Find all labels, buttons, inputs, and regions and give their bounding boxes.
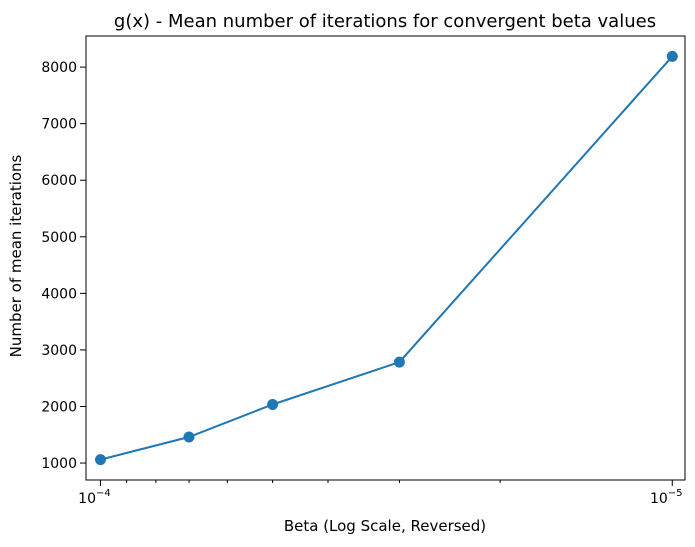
y-axis-label: Number of mean iterations bbox=[7, 154, 25, 357]
x-minor-ticks bbox=[126, 480, 501, 483]
y-tick-label: 2000 bbox=[41, 399, 77, 415]
plot-area-frame bbox=[85, 35, 686, 481]
data-point bbox=[666, 50, 678, 62]
y-tick-label: 7000 bbox=[41, 117, 77, 133]
x-tick-label: 10−5 bbox=[650, 488, 683, 507]
y-tick-label: 5000 bbox=[41, 230, 77, 246]
data-point bbox=[393, 356, 405, 368]
x-major-ticks: 10−4 10−5 bbox=[78, 480, 683, 507]
series-layer bbox=[95, 50, 678, 466]
y-tick-label: 4000 bbox=[41, 286, 77, 302]
chart-title: g(x) - Mean number of iterations for con… bbox=[114, 11, 656, 32]
y-tick-label: 3000 bbox=[41, 343, 77, 359]
y-tick-label: 6000 bbox=[41, 173, 77, 189]
data-point bbox=[95, 454, 106, 466]
data-point bbox=[183, 431, 195, 443]
x-axis-label: Beta (Log Scale, Reversed) bbox=[284, 517, 486, 535]
data-point bbox=[267, 399, 279, 410]
y-ticks: 1000 2000 3000 4000 5000 6000 7000 8000 bbox=[41, 60, 86, 472]
y-tick-label: 8000 bbox=[41, 60, 77, 76]
x-tick-label: 10−4 bbox=[78, 488, 111, 507]
y-tick-label: 1000 bbox=[41, 456, 77, 472]
